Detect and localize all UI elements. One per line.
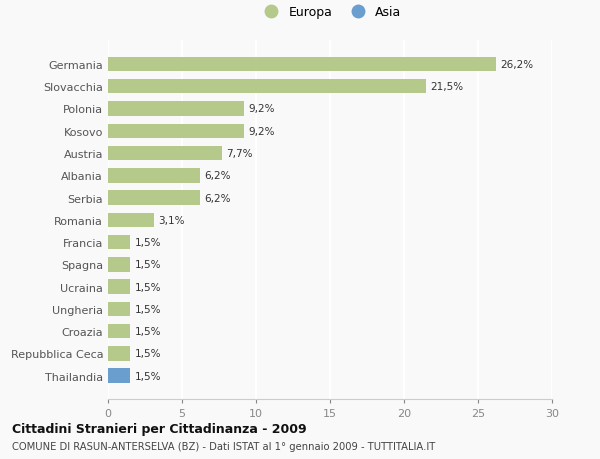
Bar (108, 324, 130, 339)
Text: 1,5%: 1,5% (134, 260, 161, 270)
Text: 9,2%: 9,2% (248, 104, 275, 114)
Bar (108, 80, 426, 94)
Bar (108, 302, 130, 316)
Bar (108, 124, 244, 139)
Text: 3,1%: 3,1% (158, 215, 185, 225)
Text: 1,5%: 1,5% (134, 326, 161, 336)
Text: 7,7%: 7,7% (226, 149, 253, 159)
Bar (108, 347, 130, 361)
Bar (108, 235, 130, 250)
Bar (108, 191, 200, 205)
Bar (108, 369, 130, 383)
Bar (108, 257, 130, 272)
Bar (108, 213, 154, 228)
Text: 26,2%: 26,2% (500, 60, 533, 70)
Legend: Europa, Asia: Europa, Asia (254, 1, 406, 24)
Text: 1,5%: 1,5% (134, 371, 161, 381)
Bar (108, 168, 200, 183)
Text: Cittadini Stranieri per Cittadinanza - 2009: Cittadini Stranieri per Cittadinanza - 2… (12, 422, 307, 435)
Text: 1,5%: 1,5% (134, 238, 161, 247)
Text: 9,2%: 9,2% (248, 127, 275, 136)
Text: 1,5%: 1,5% (134, 282, 161, 292)
Text: 1,5%: 1,5% (134, 349, 161, 358)
Bar (108, 57, 496, 72)
Bar (108, 146, 222, 161)
Text: 6,2%: 6,2% (204, 193, 230, 203)
Text: 6,2%: 6,2% (204, 171, 230, 181)
Bar (108, 102, 244, 117)
Text: COMUNE DI RASUN-ANTERSELVA (BZ) - Dati ISTAT al 1° gennaio 2009 - TUTTITALIA.IT: COMUNE DI RASUN-ANTERSELVA (BZ) - Dati I… (12, 441, 435, 451)
Text: 1,5%: 1,5% (134, 304, 161, 314)
Bar (108, 280, 130, 294)
Text: 21,5%: 21,5% (431, 82, 464, 92)
